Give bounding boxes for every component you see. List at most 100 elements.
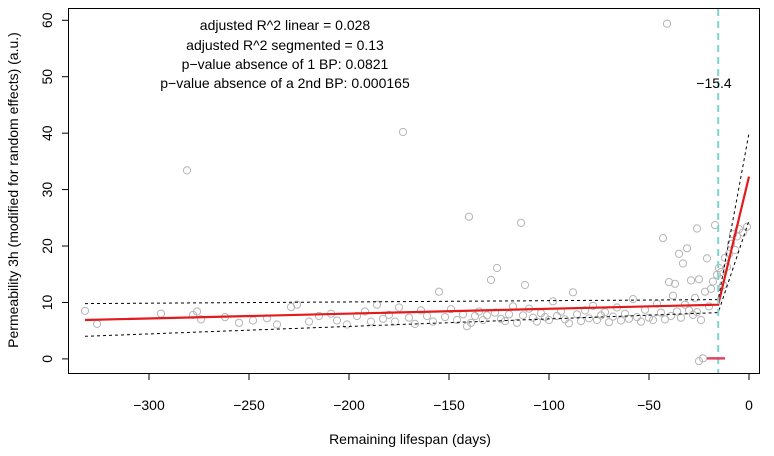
data-point <box>422 311 432 321</box>
data-point <box>182 166 192 175</box>
y-tick-label: 40 <box>39 125 55 141</box>
data-point <box>738 228 748 237</box>
data-point <box>440 313 450 322</box>
data-point <box>616 316 626 325</box>
x-tick-label: −50 <box>637 397 661 413</box>
data-point <box>518 311 528 320</box>
data-point <box>648 315 658 325</box>
data-point <box>572 310 582 319</box>
data-point <box>466 318 476 327</box>
data-point <box>486 275 496 284</box>
data-point <box>156 309 166 318</box>
annotation-r2-linear: adjusted R^2 linear = 0.028 <box>200 17 371 33</box>
data-point <box>742 222 752 231</box>
data-point <box>564 319 574 328</box>
data-point <box>678 259 688 268</box>
y-tick-label: 0 <box>39 355 55 363</box>
x-tick-label: −150 <box>433 397 465 413</box>
data-point <box>536 309 546 318</box>
y-tick-label: 60 <box>39 12 55 28</box>
data-point <box>636 317 646 326</box>
data-point <box>560 315 570 324</box>
y-tick-label: 50 <box>39 69 55 85</box>
segmented-fit-line <box>84 176 751 322</box>
y-axis-title: Permeability 3h (modified for random eff… <box>5 32 21 348</box>
data-point <box>272 320 282 329</box>
data-point <box>670 279 680 288</box>
data-point <box>342 320 352 329</box>
data-point <box>196 315 206 324</box>
data-point <box>704 302 714 311</box>
data-point <box>672 307 682 316</box>
x-axis-title: Remaining lifespan (days) <box>329 431 491 447</box>
data-point <box>478 315 488 325</box>
data-point <box>372 300 382 309</box>
breakpoint-label: −15.4 <box>696 75 732 91</box>
data-point <box>708 277 718 286</box>
data-point <box>492 263 502 273</box>
data-point <box>628 295 638 304</box>
data-point <box>604 318 614 327</box>
data-point <box>662 19 672 28</box>
x-tick-label: 0 <box>745 397 753 413</box>
x-axis: −300 −250 −200 −150 −100 −50 0 <box>133 373 753 413</box>
data-point <box>658 234 668 243</box>
confidence-band-layer <box>84 133 750 337</box>
data-point <box>398 127 408 137</box>
data-point <box>504 310 514 319</box>
data-point <box>682 244 692 253</box>
data-point <box>366 317 376 326</box>
data-point <box>584 314 594 323</box>
annotation-p-value-1bp: p−value absence of 1 BP: 0.0821 <box>182 56 389 72</box>
data-point <box>702 254 712 263</box>
data-point <box>384 310 394 319</box>
data-point <box>292 300 302 309</box>
data-point <box>668 291 678 300</box>
breakpoint-layer <box>707 9 725 373</box>
y-tick-label: 10 <box>39 295 55 311</box>
data-point <box>394 303 404 312</box>
data-point <box>434 287 444 296</box>
data-point <box>576 317 586 326</box>
data-point <box>692 224 702 233</box>
data-point <box>588 301 598 310</box>
data-point <box>694 357 704 366</box>
data-point <box>568 288 578 297</box>
y-tick-label: 20 <box>39 238 55 254</box>
data-point <box>516 218 526 227</box>
data-point <box>692 308 702 317</box>
data-point <box>620 309 630 318</box>
data-point <box>690 293 700 302</box>
data-point <box>624 314 634 323</box>
data-point <box>580 306 590 315</box>
data-point <box>248 316 258 325</box>
data-point <box>684 306 694 315</box>
data-point <box>632 313 642 322</box>
data-point <box>360 307 370 316</box>
ci-lower-line <box>84 220 750 337</box>
data-point <box>706 284 716 293</box>
data-point <box>520 280 530 290</box>
data-point <box>656 308 666 317</box>
data-point <box>512 318 522 327</box>
data-point <box>482 311 492 320</box>
data-point <box>496 314 506 323</box>
data-point <box>452 315 462 325</box>
data-point <box>532 317 542 326</box>
data-point <box>728 230 738 239</box>
data-point <box>404 313 414 322</box>
fit-line-layer <box>84 176 751 322</box>
ci-upper-line <box>84 133 750 305</box>
data-point <box>664 278 674 287</box>
annotation-p-value-2bp: p−value absence of a 2nd BP: 0.000165 <box>160 75 410 91</box>
plot-frame <box>68 8 760 374</box>
data-point <box>304 317 314 326</box>
data-point <box>314 311 324 321</box>
data-point <box>92 319 102 328</box>
data-point <box>390 317 400 326</box>
data-point <box>544 315 554 325</box>
data-point <box>666 311 676 321</box>
data-point <box>464 212 474 221</box>
data-point <box>660 315 670 324</box>
